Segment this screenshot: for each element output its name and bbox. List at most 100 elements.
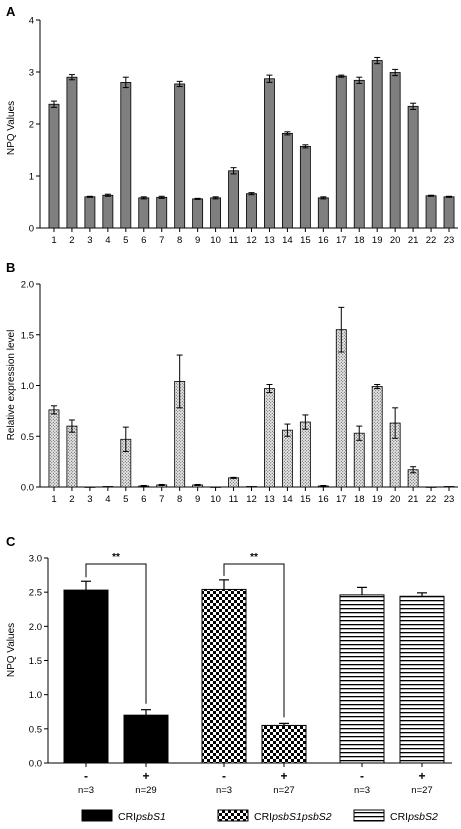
panel-a-bar — [317, 197, 329, 229]
panel-c: C NPQ Values 0.0 0.5 1.0 1.5 2.0 2.5 3.0 - n=3 + n… — [6, 534, 452, 823]
panel-c-genotype-sign: + — [142, 769, 149, 783]
panel-a-bar — [246, 193, 257, 229]
panel-c-genotype-sign: + — [280, 769, 287, 783]
panel-b-x-tick-label: 21 — [408, 494, 419, 505]
legend-swatch — [81, 809, 113, 822]
panel-c-y-tick-label: 1.0 — [29, 690, 42, 701]
panel-c-significance-bracket — [85, 563, 147, 704]
panel-b-x-tick-label: 9 — [195, 494, 200, 505]
panel-a-bar — [281, 132, 293, 229]
panel-b-x-tick-label: 1 — [51, 494, 56, 505]
panel-letter-b: B — [6, 260, 15, 275]
panel-b-bar — [353, 432, 365, 488]
panel-a-bar — [299, 145, 311, 229]
panel-c-significance-label: ** — [250, 552, 258, 563]
panel-a-x-tick-label: 9 — [195, 235, 200, 246]
panel-c-plot: 0.0 0.5 1.0 1.5 2.0 2.5 3.0 - n=3 + n=29 - n=3 + n=27 -… — [29, 552, 452, 796]
panel-c-sample-size: n=27 — [273, 785, 294, 796]
panel-a-x-tick-label: 12 — [246, 235, 257, 246]
legend-label-gene: psbS2 — [407, 811, 438, 823]
panel-c-sample-size: n=29 — [135, 785, 156, 796]
panel-c-sample-size: n=3 — [354, 785, 370, 796]
panel-c-bar — [261, 724, 307, 764]
panel-b-x-tick-label: 23 — [444, 494, 455, 505]
legend-swatch — [353, 809, 385, 822]
legend-label: CRIpsbS1 — [118, 811, 166, 823]
panel-b-x-tick-label: 15 — [300, 494, 311, 505]
panel-a-x-tick-label: 15 — [300, 235, 311, 246]
panel-c-y-axis-label: NPQ Values — [6, 623, 17, 677]
panel-c-y-tick-label: 2.0 — [29, 622, 42, 633]
panel-b-x-tick-label: 11 — [229, 494, 239, 505]
panel-a-x-tick-label: 5 — [123, 235, 128, 246]
panel-a-bar — [264, 78, 275, 229]
panel-letter-a: A — [6, 4, 16, 19]
panel-a-x-tick-label: 7 — [159, 235, 164, 246]
panel-b-bar — [264, 388, 275, 488]
panel-c-genotype-sign: - — [360, 769, 364, 783]
panel-a-bar — [156, 196, 168, 229]
panel-c-genotype-sign: + — [418, 769, 425, 783]
panel-a-bar — [102, 194, 114, 229]
panel-a-x-tick-label: 3 — [87, 235, 92, 246]
panel-a-x-tick-label: 6 — [141, 235, 146, 246]
legend-label-prefix: CRI — [118, 811, 136, 823]
legend-label-prefix: CRI — [390, 811, 408, 823]
panel-b-x-tick-label: 16 — [318, 494, 329, 505]
panel-c-significance-bracket — [223, 563, 285, 718]
panel-a-bar — [389, 72, 401, 229]
panel-b-x-tick-label: 5 — [123, 494, 128, 505]
panel-c-y-tick-label: 0.0 — [29, 759, 42, 770]
panel-a-y-tick-label: 3 — [29, 68, 34, 79]
panel-b-bar — [371, 386, 383, 488]
panel-b-y-tick-label: 1.5 — [21, 330, 34, 341]
panel-a-x-tick-label: 2 — [69, 235, 74, 246]
panel-a-y-tick-label: 2 — [29, 120, 34, 131]
panel-a-y-tick-label: 1 — [29, 172, 34, 183]
panel-b-x-tick-label: 6 — [141, 494, 146, 505]
panel-c-bar — [123, 714, 169, 764]
legend-label: CRIpsbS2 — [390, 811, 438, 823]
panel-b-y-tick-label: 1.0 — [21, 381, 34, 392]
panel-b-x-tick-label: 3 — [87, 494, 92, 505]
panel-b-bar — [228, 477, 239, 488]
panel-a-bar — [335, 75, 347, 229]
panel-a-bar — [443, 196, 455, 229]
panel-c-y-tick-label: 1.5 — [29, 656, 42, 667]
panel-a-y-tick-label: 0 — [29, 224, 34, 235]
panel-b-bar — [443, 486, 455, 488]
legend-label-gene: psbS1 — [135, 811, 166, 823]
panel-b-x-tick-label: 13 — [264, 494, 275, 505]
panel-b-bar — [299, 421, 311, 488]
panel-a-bar — [84, 196, 96, 229]
panel-a-bar — [138, 197, 150, 229]
panel-a-y-tick-label: 4 — [29, 16, 34, 27]
panel-a-x-tick-label: 11 — [229, 235, 239, 246]
panel-c-y-tick-label: 2.5 — [29, 588, 42, 599]
panel-a-x-tick-label: 8 — [177, 235, 182, 246]
legend-label-prefix: CRI — [254, 811, 272, 823]
panel-a-x-tick-label: 20 — [390, 235, 401, 246]
panel-b: B Relative expression level 0.0 0.5 1.0 1.5… — [6, 260, 458, 505]
panel-b-x-tick-label: 14 — [282, 494, 293, 505]
panel-a-x-tick-label: 1 — [51, 235, 56, 246]
panel-a-bar — [353, 79, 365, 229]
panel-b-x-tick-label: 22 — [426, 494, 437, 505]
panel-a-bar — [120, 82, 132, 229]
panel-b-bar — [246, 486, 257, 488]
panel-c-y-tick-label: 3.0 — [29, 554, 42, 565]
panel-letter-c: C — [6, 534, 16, 549]
panel-b-plot: 0.00.51.01.52.01 2 3 4 5 6 7 8 9 10 11 12 13 14 15 16 17… — [21, 280, 458, 505]
panel-a-bar — [174, 83, 186, 229]
panel-b-x-tick-label: 2 — [69, 494, 74, 505]
panel-c-significance-label: ** — [112, 552, 120, 563]
panel-b-bar — [102, 486, 114, 488]
panel-a-bar — [192, 198, 204, 229]
panel-c-sample-size: n=27 — [411, 785, 432, 796]
panel-b-y-tick-label: 0.5 — [21, 432, 34, 443]
panel-a-x-tick-label: 13 — [264, 235, 275, 246]
panel-b-x-tick-label: 7 — [159, 494, 164, 505]
